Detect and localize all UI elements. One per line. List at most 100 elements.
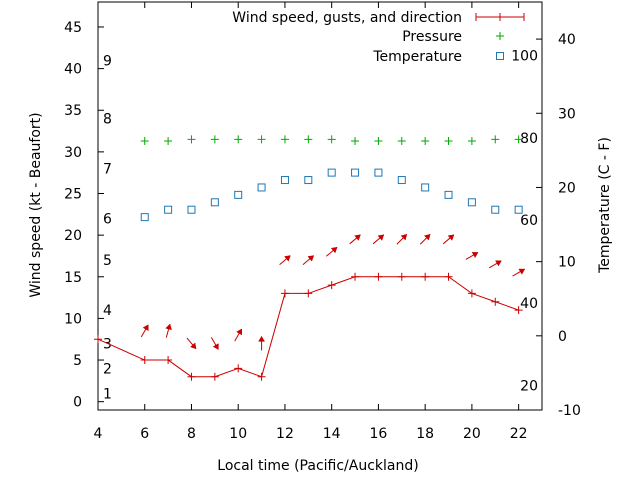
y-tick-label: 15 [64,270,82,286]
temperature-point [187,205,196,214]
wind-speed-point [351,272,360,281]
temperature-point [351,168,360,177]
beaufort-label: 7 [103,162,112,178]
pressure-point [164,137,173,146]
wind-speed-point [327,281,336,290]
y2-tick-label: -10 [558,403,581,419]
wind-direction-arrow [419,234,431,245]
wind-direction-arrow [326,246,338,257]
y2-tick-label: 10 [558,255,576,271]
wind-speed-point [140,356,149,365]
y-axis-label: Wind speed (kt - Beaufort) [28,112,44,297]
y2-tick-label: 20 [558,180,576,196]
wind-direction-arrow [165,323,172,338]
wind-direction-arrow [140,324,149,338]
beaufort-label: 4 [103,303,112,319]
fahrenheit-label: 100 [511,48,538,64]
y-tick-label: 10 [64,311,82,327]
wind-direction-arrow [396,234,408,245]
y-tick-label: 40 [64,62,82,78]
y-tick-label: 5 [73,353,82,369]
y2-axis-label: Temperature (C - F) [597,137,613,274]
pressure-point [351,137,360,146]
temperature-point [467,198,476,207]
y-tick-label: 35 [64,103,82,119]
temperature-point [397,176,406,185]
x-tick-label: 4 [94,426,103,442]
wind-speed-point [210,372,219,381]
pressure-point [234,135,243,144]
wind-speed-point [94,335,102,344]
pressure-point [210,135,219,144]
beaufort-label: 6 [103,211,112,227]
legend-item: Wind speed, gusts, and direction [232,10,525,26]
legend: Wind speed, gusts, and direction Pressure… [232,10,525,65]
wind-direction-arrow [210,337,219,350]
wind-speed-point [491,297,500,306]
x-tick-label: 12 [276,426,294,442]
y-tick-label: 0 [73,395,82,411]
y-tick-label: 30 [64,145,82,161]
legend-label: Wind speed, gusts, and direction [232,10,462,26]
wind-direction-arrow [372,234,385,245]
wind-direction-arrow [512,268,526,277]
beaufort-label: 9 [103,53,112,69]
x-axis-label: Local time (Pacific/Auckland) [217,458,418,474]
beaufort-label: 3 [103,336,112,352]
wind-direction-arrow [442,234,455,245]
temperature-point [164,205,173,214]
y-tick-label: 20 [64,228,82,244]
wind-speed-point [397,272,406,281]
pressure-point [467,137,476,146]
wind-speed-point [304,289,313,298]
wind-speed-point [444,272,453,281]
temperature-point [257,183,266,192]
x-tick-label: 6 [140,426,149,442]
temperature-point [280,176,289,185]
x-tick-label: 18 [416,426,434,442]
fahrenheit-label: 60 [520,213,538,229]
y2-tick-label: 30 [558,106,576,122]
x-tick-label: 10 [229,426,247,442]
pressure-point [304,135,313,144]
pressure-point [514,135,523,144]
beaufort-label: 1 [103,386,112,402]
temperature-point [421,183,430,192]
wind-direction-arrow [302,255,315,266]
temperature-point [140,213,149,222]
pressure-point [187,135,196,144]
y-tick-label: 25 [64,187,82,203]
legend-item: Pressure [402,29,504,45]
beaufort-label: 2 [103,361,112,377]
wind-direction-arrow [258,335,266,351]
legend-label: Temperature [372,49,462,65]
wind-speed-point [234,364,243,373]
x-tick-label: 22 [510,426,528,442]
fahrenheit-label: 40 [520,296,538,312]
wind-direction-arrow [349,234,361,245]
legend-item: Temperature [372,49,504,65]
legend-label: Pressure [402,29,462,45]
x-tick-label: 16 [370,426,388,442]
wind-speed-point [187,372,196,381]
wind-direction-arrow [465,252,479,260]
beaufort-label: 5 [103,253,112,269]
temperature-point [374,168,383,177]
wind-speed-point [421,272,430,281]
pressure-point [491,135,500,144]
fahrenheit-label: 20 [520,379,538,395]
series-layer [94,135,526,381]
pressure-point [257,135,266,144]
pressure-point [140,137,149,146]
y-tick-label: 45 [64,20,82,36]
temperature-point [491,205,500,214]
wind-direction-arrow [186,337,197,350]
axes [97,1,543,411]
pressure-point [374,137,383,146]
x-tick-label: 14 [323,426,341,442]
plot-frame [97,1,543,411]
wind-speed-point [514,306,523,315]
wind-direction-arrow [279,255,291,266]
pressure-point [421,137,430,146]
